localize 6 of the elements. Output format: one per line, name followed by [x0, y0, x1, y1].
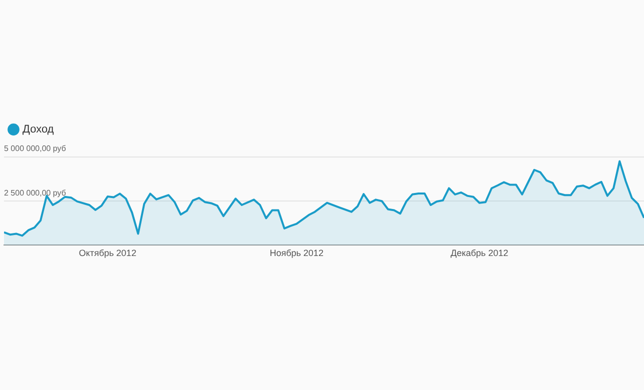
x-tick-label: Октябрь 2012 [78, 248, 136, 258]
x-tick-label: Декабрь 2012 [450, 248, 508, 258]
y-tick-label: 5 000 000,00 руб [4, 144, 66, 154]
legend-label: Доход [22, 124, 54, 136]
x-tick-label: Ноябрь 2012 [270, 248, 324, 258]
y-tick-label: 2 500 000,00 руб [4, 188, 66, 198]
